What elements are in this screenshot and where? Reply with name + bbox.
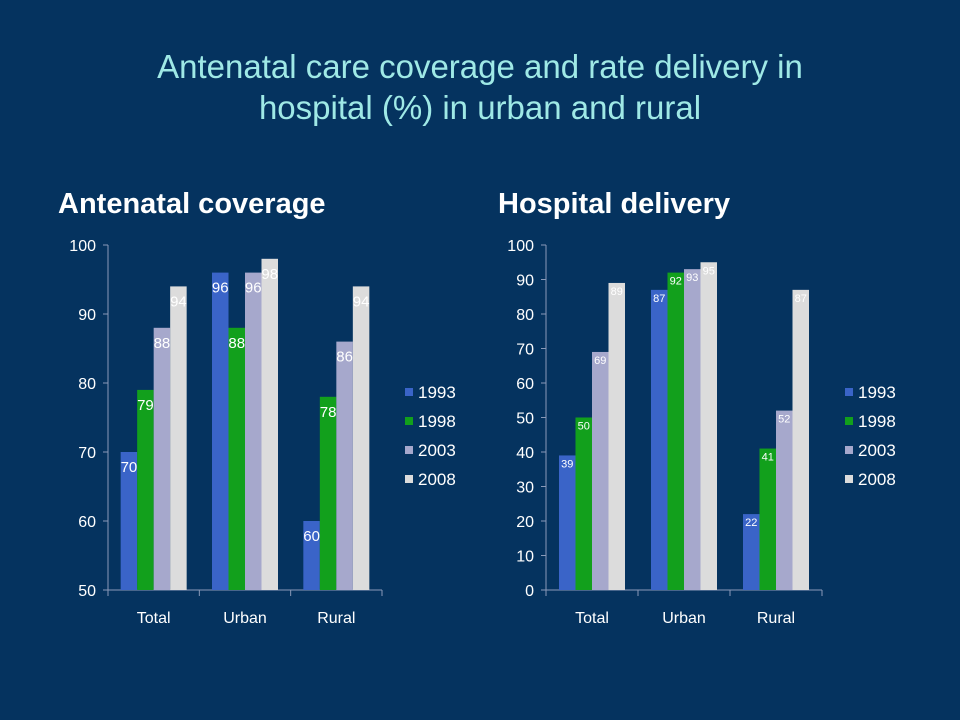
antenatal-y-tick-label: 60 (78, 514, 96, 531)
hospital-bar-1993-rural (743, 514, 760, 590)
antenatal-bar-1993-urban (212, 272, 229, 590)
hospital-data-label: 39 (561, 458, 573, 470)
antenatal-category-label: Total (137, 610, 171, 627)
hospital-bar-1998-rural (759, 448, 776, 590)
hospital-y-tick-label: 10 (516, 549, 534, 566)
hospital-y-tick-label: 40 (516, 445, 534, 462)
hospital-chart-title: Hospital delivery (498, 188, 731, 220)
antenatal-bar-1993-total (120, 452, 138, 590)
antenatal-legend-label: 2008 (418, 470, 456, 489)
antenatal-bar-2008-urban (261, 258, 278, 590)
antenatal-category-label: Rural (317, 610, 355, 627)
hospital-bar-1993-urban (651, 289, 668, 590)
antenatal-y-tick-label: 50 (78, 583, 96, 600)
hospital-category-label: Rural (757, 610, 795, 627)
hospital-legend-swatch (845, 417, 853, 425)
antenatal-data-label: 94 (170, 293, 187, 310)
antenatal-bar-2003-rural (336, 341, 353, 590)
hospital-y-tick-label: 0 (525, 583, 534, 600)
hospital-legend-swatch (845, 475, 853, 483)
slide-title-line-2: hospital (%) in urban and rural (258, 89, 702, 126)
hospital-data-label: 50 (578, 421, 590, 433)
antenatal-legend-swatch (405, 417, 413, 425)
antenatal-data-label: 94 (353, 293, 370, 310)
hospital-bar-2003-total (592, 351, 609, 590)
hospital-data-label: 93 (686, 272, 698, 284)
antenatal-legend-swatch (405, 388, 413, 396)
antenatal-data-label: 96 (245, 280, 262, 297)
hospital-data-label: 87 (653, 293, 665, 305)
hospital-bar-2003-urban (684, 269, 701, 590)
antenatal-data-label: 88 (228, 335, 245, 352)
antenatal-data-label: 96 (212, 280, 229, 297)
antenatal-bar-1993-rural (303, 521, 320, 590)
hospital-y-tick-label: 30 (516, 480, 534, 497)
hospital-y-tick-label: 100 (507, 238, 534, 255)
antenatal-legend-label: 2003 (418, 441, 456, 460)
hospital-data-label: 89 (611, 286, 623, 298)
hospital-y-tick-label: 70 (516, 342, 534, 359)
antenatal-y-tick-label: 80 (78, 376, 96, 393)
antenatal-data-label: 60 (303, 528, 320, 545)
antenatal-bar-2003-urban (245, 272, 262, 590)
hospital-data-label: 41 (762, 452, 774, 464)
hospital-category-label: Total (575, 610, 609, 627)
antenatal-bar-2008-total (170, 286, 187, 590)
hospital-data-label: 92 (670, 276, 682, 288)
hospital-bar-2003-rural (776, 410, 793, 590)
antenatal-legend-label: 1993 (418, 383, 456, 402)
hospital-legend-label: 1998 (858, 412, 896, 431)
antenatal-y-tick-label: 100 (69, 238, 96, 255)
antenatal-data-label: 98 (261, 266, 278, 283)
hospital-y-tick-label: 60 (516, 376, 534, 393)
hospital-bar-2008-rural (792, 289, 809, 590)
hospital-y-tick-label: 20 (516, 514, 534, 531)
antenatal-data-label: 79 (137, 397, 154, 414)
hospital-y-tick-label: 90 (516, 273, 534, 290)
antenatal-data-label: 70 (121, 459, 138, 476)
hospital-legend-label: 2008 (858, 470, 896, 489)
antenatal-y-tick-label: 90 (78, 307, 96, 324)
hospital-legend-swatch (845, 446, 853, 454)
hospital-legend-swatch (845, 388, 853, 396)
antenatal-data-label: 86 (336, 349, 353, 366)
antenatal-chart-title: Antenatal coverage (58, 188, 326, 220)
antenatal-legend-swatch (405, 475, 413, 483)
hospital-bar-1998-total (575, 417, 592, 590)
antenatal-bar-2008-rural (352, 286, 370, 590)
hospital-y-tick-label: 80 (516, 307, 534, 324)
antenatal-bar-2003-total (153, 327, 171, 590)
antenatal-category-label: Urban (223, 610, 267, 627)
antenatal-bar-1998-urban (228, 327, 245, 590)
antenatal-bar-1998-rural (319, 396, 337, 590)
hospital-bar-2008-urban (700, 262, 717, 590)
antenatal-legend-swatch (405, 446, 413, 454)
hospital-bar-1993-total (559, 455, 576, 590)
hospital-data-label: 95 (703, 265, 715, 277)
hospital-bar-2008-total (608, 282, 625, 590)
antenatal-data-label: 88 (154, 335, 171, 352)
slide-title: Antenatal care coverage and rate deliver… (0, 46, 960, 128)
hospital-data-label: 52 (778, 414, 790, 426)
hospital-legend-label: 2003 (858, 441, 896, 460)
hospital-data-label: 87 (795, 293, 807, 305)
antenatal-y-tick-label: 70 (78, 445, 96, 462)
hospital-bar-1998-urban (667, 272, 684, 590)
hospital-data-label: 22 (745, 517, 757, 529)
antenatal-bar-1998-total (137, 389, 154, 590)
slide-title-line-1: Antenatal care coverage and rate deliver… (157, 48, 803, 85)
hospital-y-tick-label: 50 (516, 411, 534, 428)
hospital-data-label: 69 (594, 355, 606, 367)
antenatal-data-label: 78 (320, 404, 337, 421)
hospital-category-label: Urban (662, 610, 706, 627)
hospital-legend-label: 1993 (858, 383, 896, 402)
antenatal-legend-label: 1998 (418, 412, 456, 431)
